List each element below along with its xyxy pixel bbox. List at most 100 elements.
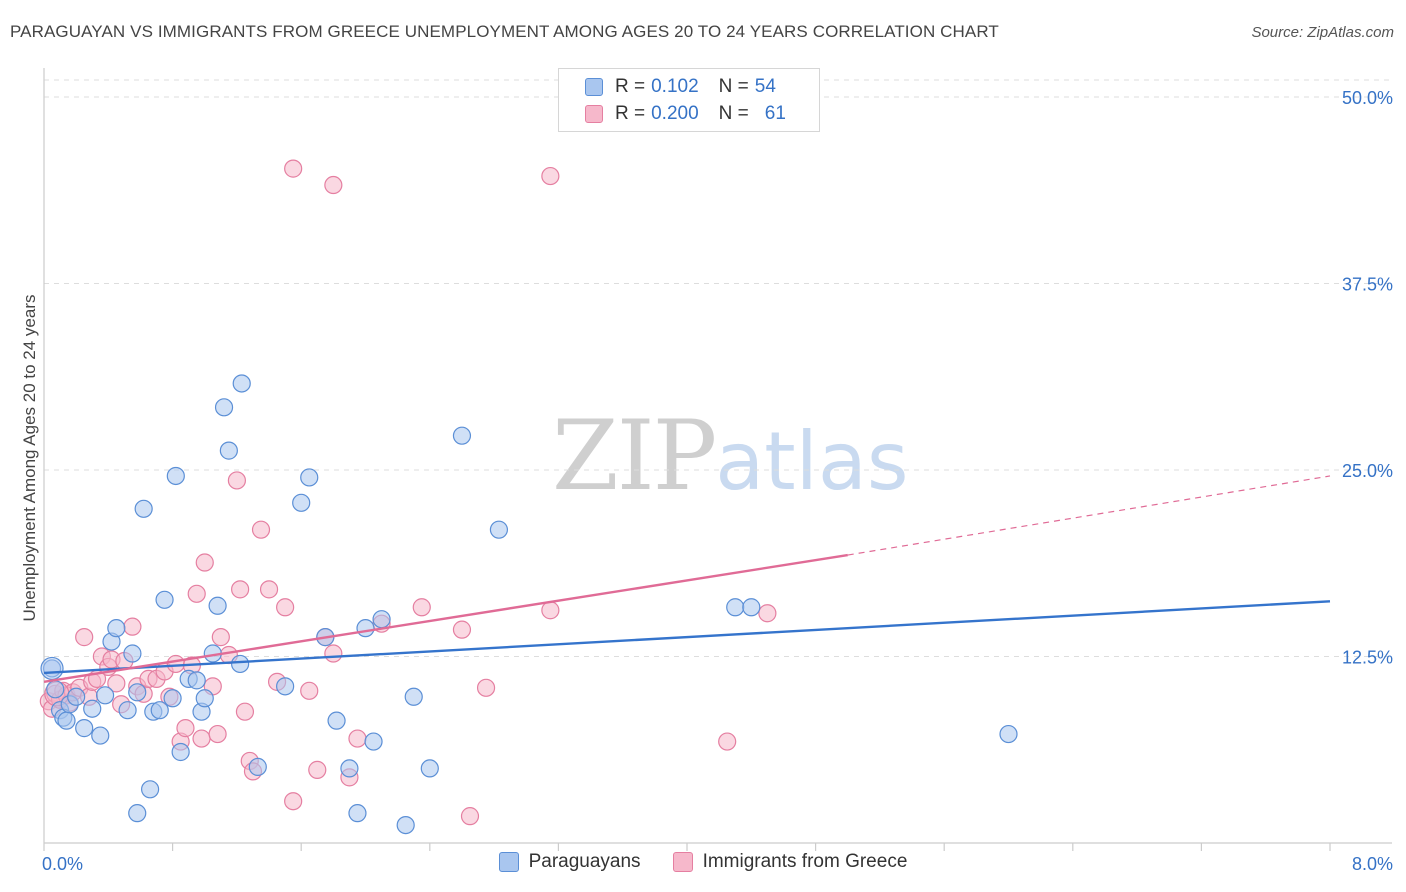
legend-swatch-greece bbox=[672, 852, 693, 872]
y-tick-label: 50.0% bbox=[1342, 88, 1393, 108]
greece-point bbox=[348, 729, 367, 748]
paraguayan-point bbox=[166, 466, 185, 486]
legend-swatch-blue bbox=[585, 78, 603, 96]
paraguayan-point bbox=[163, 689, 182, 708]
greece-point bbox=[308, 760, 327, 779]
greece-point bbox=[452, 620, 472, 639]
greece-point bbox=[166, 654, 185, 674]
greece-trend-line bbox=[43, 553, 848, 684]
paraguayan-point bbox=[75, 719, 94, 738]
legend-r-label: R = bbox=[615, 76, 646, 97]
y-tick-label: 12.5% bbox=[1342, 648, 1393, 668]
paraguayan-point bbox=[372, 610, 391, 629]
greece-point bbox=[251, 520, 271, 539]
legend-n-value: 61 bbox=[764, 103, 786, 124]
paraguayan-point bbox=[364, 732, 383, 751]
x-tick-label-max: 8.0% bbox=[1352, 854, 1393, 874]
greece-point bbox=[284, 792, 303, 811]
greece-point bbox=[460, 807, 480, 826]
legend-swatch-paraguayans bbox=[498, 852, 519, 872]
paraguayan-point bbox=[726, 598, 745, 617]
greece-points bbox=[39, 159, 777, 826]
chart-title: PARAGUAYAN VS IMMIGRANTS FROM GREECE UNE… bbox=[10, 22, 999, 41]
greece-point bbox=[476, 678, 496, 697]
greece-point bbox=[211, 628, 230, 647]
paraguayan-point bbox=[742, 598, 761, 617]
greece-point bbox=[195, 553, 214, 572]
grid-layer bbox=[44, 79, 1392, 657]
paraguayan-point bbox=[232, 374, 251, 393]
greece-point bbox=[192, 729, 211, 748]
paraguayan-point bbox=[356, 619, 375, 638]
legend-label-greece: Immigrants from Greece bbox=[702, 851, 908, 872]
y-axis-label: Unemployment Among Ages 20 to 24 years bbox=[20, 294, 39, 622]
greece-point bbox=[324, 175, 343, 195]
paraguayan-point bbox=[123, 644, 142, 663]
paraguayan-point bbox=[489, 520, 509, 539]
paraguayan-point bbox=[348, 804, 367, 823]
greece-point bbox=[176, 719, 195, 738]
legend-r-label: R = bbox=[615, 103, 646, 124]
paraguayan-point bbox=[195, 689, 214, 708]
paraguayan-point bbox=[231, 654, 250, 674]
paraguayan-point bbox=[57, 711, 76, 730]
greece-point bbox=[235, 702, 255, 721]
greece-point bbox=[541, 601, 560, 620]
series-legend: Paraguayans Immigrants from Greece bbox=[0, 851, 1406, 873]
legend-n-label: N = bbox=[718, 76, 749, 97]
legend-item-paraguayans[interactable]: Paraguayans bbox=[498, 851, 641, 873]
greece-point bbox=[123, 617, 142, 636]
x-tick-label-min: 0.0% bbox=[42, 854, 83, 874]
paraguayan-point bbox=[276, 677, 295, 696]
greece-point bbox=[187, 584, 206, 603]
paraguayan-point bbox=[128, 804, 147, 823]
greece-point bbox=[718, 732, 737, 751]
legend-item-greece[interactable]: Immigrants from Greece bbox=[672, 851, 908, 873]
paraguayan-point bbox=[171, 742, 190, 762]
greece-point bbox=[231, 580, 250, 599]
trend-layer bbox=[43, 475, 1331, 684]
greece-point bbox=[300, 681, 319, 700]
paraguayan-point bbox=[214, 398, 234, 417]
paraguayan-point bbox=[208, 596, 227, 615]
paraguayan-point bbox=[155, 590, 174, 609]
chart-source: Source: ZipAtlas.com bbox=[1251, 24, 1394, 41]
axis-layer bbox=[43, 68, 1392, 851]
legend-n-value: 54 bbox=[754, 76, 776, 97]
legend-row-paraguayans: R = 0.102 N = 54 bbox=[585, 73, 776, 101]
paraguayan-point bbox=[140, 780, 160, 799]
paraguayan-point bbox=[150, 701, 169, 720]
correlation-legend: R = 0.102 N = 54 R = 0.200 N = 61 bbox=[558, 68, 820, 132]
paraguayan-point bbox=[420, 759, 439, 778]
greece-point bbox=[208, 724, 227, 744]
paraguayan-point bbox=[95, 686, 115, 705]
watermark-zip: ZIP bbox=[552, 400, 717, 512]
legend-swatch-pink bbox=[585, 105, 603, 123]
greece-point bbox=[324, 644, 343, 663]
greece-point bbox=[276, 598, 295, 617]
paraguayan-point bbox=[300, 468, 319, 487]
legend-label-paraguayans: Paraguayans bbox=[528, 851, 641, 872]
paraguayan-point bbox=[91, 726, 110, 745]
legend-r-value: 0.200 bbox=[651, 103, 699, 124]
tick-labels: 12.5% 25.0% 37.5% 50.0% 0.0% 8.0% bbox=[42, 88, 1393, 874]
y-tick-label: 37.5% bbox=[1342, 275, 1393, 295]
greece-point bbox=[75, 628, 94, 647]
paraguayan-point bbox=[292, 493, 311, 512]
paraguayan-point bbox=[404, 687, 423, 706]
legend-r-value: 0.102 bbox=[651, 76, 699, 97]
paraguayan-point bbox=[46, 680, 65, 699]
paraguayan-point bbox=[134, 499, 153, 518]
y-tick-label: 25.0% bbox=[1342, 461, 1393, 481]
watermark: ZIPatlas bbox=[552, 400, 909, 512]
greece-point bbox=[284, 159, 303, 178]
paraguayan-point bbox=[67, 687, 86, 706]
paraguayan-point bbox=[107, 619, 126, 638]
paraguayan-point bbox=[248, 757, 267, 777]
greece-point bbox=[259, 580, 279, 599]
paraguayan-point bbox=[83, 699, 102, 718]
paraguayan-point bbox=[128, 683, 147, 702]
greece-point bbox=[758, 604, 777, 623]
greece-point bbox=[541, 166, 560, 186]
